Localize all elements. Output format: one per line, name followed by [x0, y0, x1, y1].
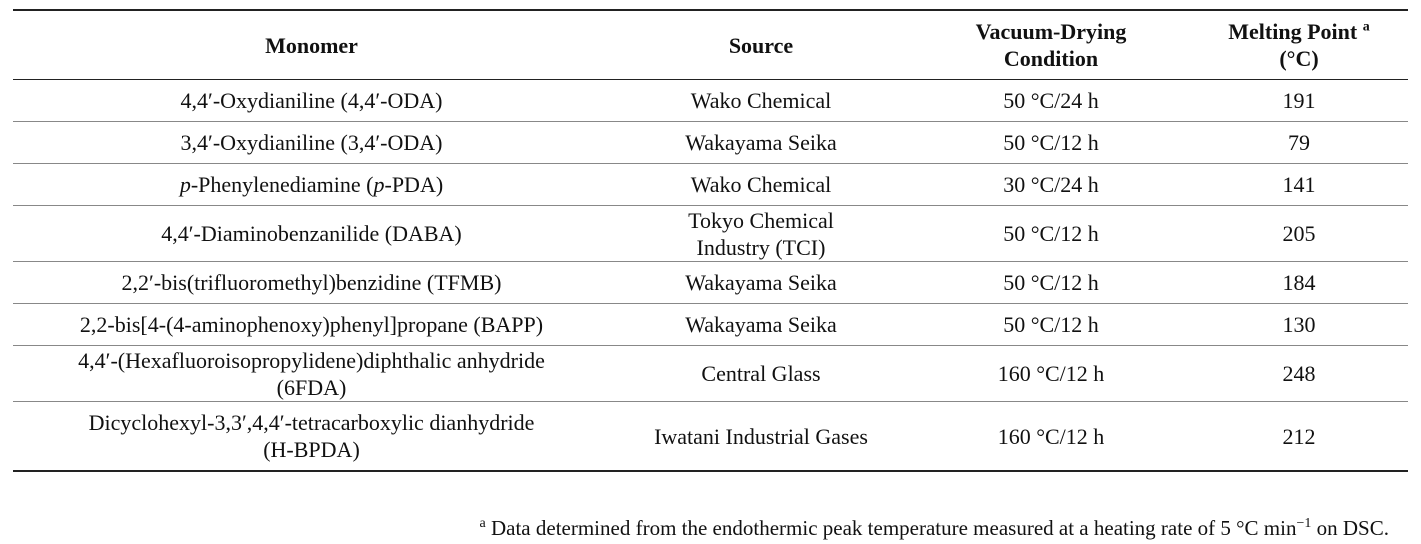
table-row: 4,4′-Diaminobenzanilide (DABA) Tokyo Che…: [13, 206, 1408, 262]
cell-monomer: p-Phenylenediamine (p-PDA): [179, 172, 444, 197]
cell-monomer: 2,2′-bis(trifluoromethyl)benzidine (TFMB…: [121, 270, 502, 295]
cell-condition: 30 °C/24 h: [1003, 172, 1099, 197]
table-footnote: a Data determined from the endothermic p…: [479, 516, 1389, 540]
cell-condition: 50 °C/12 h: [1003, 312, 1099, 337]
cell-monomer: 3,4′-Oxydianiline (3,4′-ODA): [180, 130, 443, 155]
cell-source: Tokyo Chemical Industry (TCI): [688, 207, 834, 260]
monomer-table: Monomer Source Vacuum-Drying Condition M…: [13, 9, 1408, 472]
table-row: 4,4′-Oxydianiline (4,4′-ODA) Wako Chemic…: [13, 80, 1408, 122]
cell-monomer: 4,4′-(Hexafluoroisopropylidene)diphthali…: [78, 347, 545, 400]
table-row: Dicyclohexyl-3,3′,4,4′-tetracarboxylic d…: [13, 402, 1408, 471]
cell-source: Central Glass: [701, 361, 821, 386]
cell-condition: 50 °C/24 h: [1003, 88, 1099, 113]
cell-monomer: 2,2-bis[4-(4-aminophenoxy)phenyl]propane…: [79, 312, 544, 337]
table-row: 2,2′-bis(trifluoromethyl)benzidine (TFMB…: [13, 262, 1408, 304]
table-row: 2,2-bis[4-(4-aminophenoxy)phenyl]propane…: [13, 304, 1408, 346]
cell-melting-point: 212: [1282, 423, 1316, 449]
table-row: 4,4′-(Hexafluoroisopropylidene)diphthali…: [13, 346, 1408, 402]
cell-source: Iwatani Industrial Gases: [654, 423, 868, 449]
cell-condition: 50 °C/12 h: [1003, 270, 1099, 295]
cell-source: Wakayama Seika: [685, 130, 837, 155]
cell-source: Wako Chemical: [690, 88, 832, 113]
cell-condition: 160 °C/12 h: [997, 423, 1105, 449]
footnote-marker: a: [479, 516, 486, 531]
cell-condition: 50 °C/12 h: [1003, 221, 1099, 246]
header-source: Source: [728, 32, 794, 58]
footnote-exponent: −1: [1296, 516, 1312, 531]
cell-source: Wako Chemical: [690, 172, 832, 197]
cell-melting-point: 191: [1282, 88, 1316, 113]
cell-melting-point: 184: [1282, 270, 1316, 295]
cell-monomer: 4,4′-Oxydianiline (4,4′-ODA): [180, 88, 443, 113]
cell-condition: 50 °C/12 h: [1003, 130, 1099, 155]
cell-source: Wakayama Seika: [685, 270, 837, 295]
cell-monomer: 4,4′-Diaminobenzanilide (DABA): [161, 221, 462, 246]
cell-melting-point: 79: [1288, 130, 1310, 155]
table-row: 3,4′-Oxydianiline (3,4′-ODA) Wakayama Se…: [13, 122, 1408, 164]
cell-source: Wakayama Seika: [685, 312, 837, 337]
header-vacuum-drying-condition: Vacuum-Drying Condition: [975, 19, 1127, 71]
cell-melting-point: 130: [1282, 312, 1316, 337]
table-header-row: Monomer Source Vacuum-Drying Condition M…: [13, 10, 1408, 80]
cell-monomer: Dicyclohexyl-3,3′,4,4′-tetracarboxylic d…: [88, 410, 535, 462]
cell-melting-point: 141: [1282, 172, 1316, 197]
footnote-marker: a: [1362, 19, 1370, 35]
cell-melting-point: 205: [1282, 221, 1316, 246]
cell-melting-point: 248: [1282, 361, 1316, 386]
cell-condition: 160 °C/12 h: [997, 361, 1105, 386]
table-row: p-Phenylenediamine (p-PDA) Wako Chemical…: [13, 164, 1408, 206]
header-melting-point: Melting Point a (°C): [1228, 19, 1370, 71]
header-monomer: Monomer: [265, 32, 358, 58]
